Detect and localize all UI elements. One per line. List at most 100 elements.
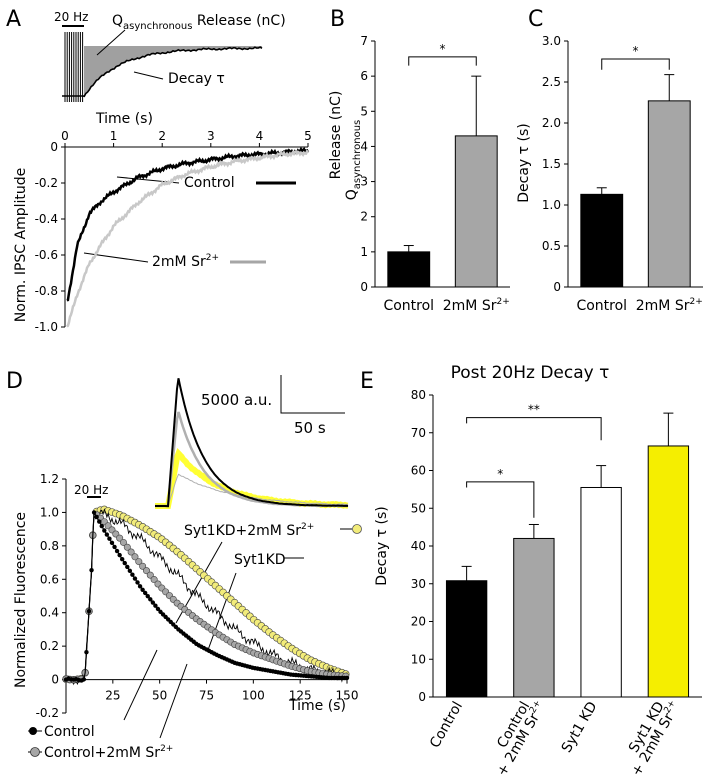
panel-d-xtick-label: 50: [152, 689, 167, 703]
panel-a-inset-shade: [84, 46, 262, 97]
panel-d-point-control-sr: [127, 548, 135, 556]
panel-d-inset-control: [155, 378, 349, 508]
panel-b-xtick-label: 2mM Sr2+: [443, 297, 510, 314]
panel-d-inset-kd-sr: [155, 447, 349, 510]
panel-a-ytick-label: -0.2: [35, 176, 58, 190]
panel-d-point-control: [112, 544, 117, 550]
gE-ytick-label: 40: [411, 539, 426, 553]
legend-d-control-sr-marker: [30, 747, 40, 757]
panel-a-xtick-label: 1: [110, 129, 118, 143]
gE-ytick-label: 70: [411, 426, 426, 440]
label-d-kdsr-marker: [352, 524, 362, 534]
panel-a-xtick-label: 4: [256, 129, 264, 143]
panel-d-ytick-label: 1.2: [40, 472, 59, 486]
panel-e-xtick-label: Control: [427, 699, 466, 751]
panel-d-point-control: [120, 557, 125, 562]
panel-d-ytick-label: 0.8: [40, 539, 59, 553]
panel-d-ytick-label: 0.2: [40, 639, 59, 653]
panel-d-point-control: [135, 580, 140, 585]
gB-bar: [387, 251, 431, 288]
panel-b-ylabel-2: Release (nC): [328, 91, 344, 180]
panel-a-inset-trace: [62, 46, 263, 98]
panel-a-ytick-label: -0.8: [35, 284, 58, 298]
panel-a-xtick-label: 5: [304, 129, 312, 143]
panel-d-ytick-label: -0.2: [36, 706, 59, 720]
panel-d-point-control: [137, 584, 143, 589]
gE-ytick-label: 80: [411, 388, 426, 402]
panel-d-point-control-sr: [150, 576, 158, 584]
panel-e-title: Post 20Hz Decay τ: [451, 363, 610, 383]
gE-bar: [445, 580, 488, 698]
legend-a-sr: 2mM Sr2+: [152, 253, 219, 270]
panel-d-kd-pointer: [207, 572, 237, 651]
panel-d: 5000 a.u. 50 s 20 Hz Normalized Fluoresc…: [13, 375, 362, 761]
panel-a-ytick-label: 0: [50, 140, 58, 154]
panel-d-control-sr-pointer: [159, 663, 188, 739]
panel-d-point-control: [140, 587, 145, 592]
gC-sig-label: *: [633, 44, 639, 58]
panel-d-point-control: [344, 675, 350, 681]
panel-d-point-control: [86, 608, 92, 614]
panel-d-point-control: [109, 540, 115, 546]
panel-a-decay-pointer: [133, 71, 164, 80]
panel-d-scale-x-label: 50 s: [294, 419, 326, 437]
panel-d-point-control: [91, 510, 97, 515]
panel-d-point-control: [125, 564, 130, 570]
panel-e-ylabel: Decay τ (s): [374, 506, 390, 586]
panel-a-xtick-label: 3: [207, 129, 215, 143]
gE-ytick-label: 50: [411, 501, 426, 515]
gE-ytick-label: 0: [418, 690, 426, 704]
panel-e: Post 20Hz Decay τ Decay τ (s) 0 10 20 30 40 5…: [374, 363, 702, 779]
panel-d-point-control: [132, 576, 138, 581]
panel-d-point-control: [99, 523, 104, 529]
panel-d-point-control: [145, 593, 150, 599]
panel-d-ytick-label: 0.6: [40, 572, 59, 586]
panel-label-d: D: [6, 369, 23, 394]
panel-d-ytick-label: 0: [51, 673, 59, 687]
panel-a-xtick-label: 2: [158, 129, 166, 143]
panel-a-decay-label: Decay τ: [168, 71, 225, 87]
gC-ytick-label: 0: [553, 280, 561, 294]
panel-label-b: B: [330, 7, 345, 32]
panel-label-c: C: [528, 7, 543, 32]
panel-e-xtick-label: Syt1 KD+ 2mM Sr2+: [616, 692, 684, 779]
panel-d-scale-y-label: 5000 a.u.: [201, 391, 272, 409]
panel-d-point-control: [94, 514, 99, 520]
gE-ytick-label: 60: [411, 464, 426, 478]
gC-bar: [580, 193, 624, 288]
panel-d-point-control-sr: [123, 543, 131, 551]
panel-b-xtick-label: Control: [383, 298, 434, 314]
panel-d-scalebar: [280, 375, 345, 414]
panel-c: Decay τ (s) 0 0.5 1.0 1.5 2.0 2.5 3.0 * Control 2…: [516, 34, 703, 314]
panel-d-ytick-label: 1.0: [40, 505, 59, 519]
panel-d-point-control-sr: [116, 534, 124, 542]
panel-d-point-control-sr: [135, 558, 143, 566]
gB-ytick-label: 0: [360, 280, 368, 294]
panel-d-xtick-label: 25: [105, 689, 120, 703]
gC-bar: [647, 100, 691, 288]
panel-d-point-control: [84, 650, 89, 655]
panel-a-stim-label: 20 Hz: [54, 10, 88, 24]
gE-bar: [513, 537, 555, 698]
gC-ytick-label: 3.0: [542, 34, 561, 48]
panel-a-xtick-label: 0: [61, 129, 69, 143]
panel-d-xlabel: Time (s): [288, 698, 346, 714]
panel-d-point-control-sr: [142, 567, 150, 575]
gB-ytick-label: 2: [360, 210, 368, 224]
panel-a-time-label: Time (s): [95, 111, 153, 127]
panel-c-xtick-label: 2mM Sr2+: [636, 297, 703, 314]
panel-d-point-control: [107, 536, 112, 541]
gB-sig-label: *: [440, 42, 446, 56]
panel-d-control-pointer: [123, 649, 158, 721]
gC-ytick-label: 2.5: [542, 75, 561, 89]
panel-d-point-control: [89, 567, 94, 573]
panel-d-point-control: [150, 600, 156, 605]
panel-e-xtick-label: Syt1 KD: [559, 699, 601, 755]
gE-ytick-label: 30: [411, 577, 426, 591]
panel-d-point-control-sr: [139, 562, 147, 570]
panel-d-point-control: [81, 677, 87, 682]
panel-d-point-control-sr: [119, 538, 127, 546]
panel-d-point-control: [155, 606, 161, 612]
label-d-kd: Syt1KD: [234, 552, 286, 568]
